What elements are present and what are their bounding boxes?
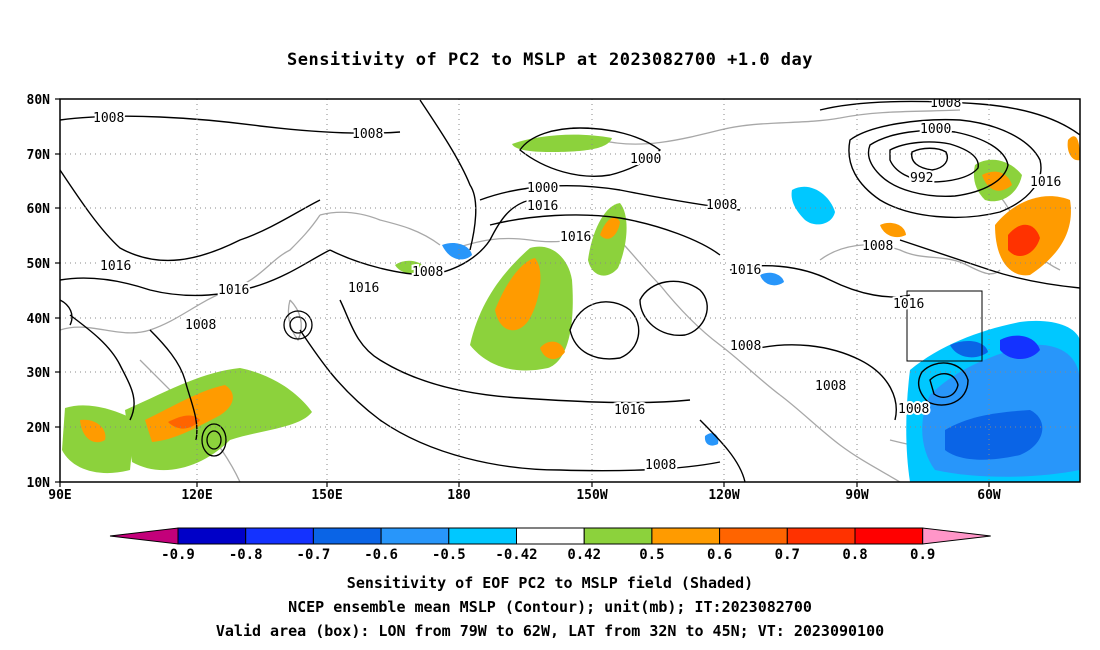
contour-label: 1008	[352, 127, 383, 142]
lon-label: 150E	[311, 488, 342, 503]
colorbar-arrow-high	[922, 527, 991, 545]
contour-label: 1008	[185, 318, 216, 333]
lon-label: 120E	[181, 488, 212, 503]
colorbar-tick-label: -0.8	[229, 547, 263, 563]
latitude-labels: 80N 70N 60N 50N 40N 30N 20N 10N	[27, 93, 51, 491]
axis-ticks	[55, 98, 990, 487]
colorbar-swatch	[177, 527, 247, 545]
colorbar-tick-label: -0.6	[364, 547, 398, 563]
colorbar-swatch	[786, 527, 856, 545]
lat-label: 80N	[27, 93, 51, 108]
contour-label: 1008	[862, 239, 893, 254]
lon-label: 90E	[48, 488, 71, 503]
colorbar-tick-label: -0.9	[161, 547, 195, 563]
contour-label: 1016	[560, 230, 591, 245]
contour-label: 1000	[630, 152, 661, 167]
contour-labels: 1008 1008 1000 1008 1000 1000 992 1016 1…	[91, 96, 1063, 475]
contour-label: 1008	[412, 265, 443, 280]
lon-label: 180	[447, 488, 471, 503]
contour-label: 992	[910, 171, 933, 186]
colorbar-tick-label: 0.6	[707, 547, 732, 563]
caption-shading: Sensitivity of EOF PC2 to MSLP field (Sh…	[346, 574, 754, 592]
caption-valid-area: Valid area (box): LON from 79W to 62W, L…	[215, 622, 885, 640]
contour-label: 1016	[893, 297, 924, 312]
colorbar-swatch	[651, 527, 721, 545]
lat-label: 10N	[27, 476, 51, 491]
lat-label: 70N	[27, 148, 51, 163]
colorbar-swatch	[312, 527, 382, 545]
colorbar-swatch	[719, 527, 788, 545]
grid-lines	[60, 99, 1080, 482]
lon-label: 60W	[977, 488, 1001, 503]
contour-label: 1016	[348, 281, 379, 296]
lon-label: 90W	[845, 488, 869, 503]
contour-label: 1008	[898, 402, 929, 417]
contour-label: 1008	[706, 198, 737, 213]
colorbar-tick-label: -0.5	[432, 547, 466, 563]
colorbar-swatch	[245, 527, 314, 545]
colorbar-swatch	[854, 527, 924, 545]
lat-label: 60N	[27, 202, 51, 217]
contour-label: 1008	[645, 458, 676, 473]
colorbar-swatch	[516, 527, 585, 545]
colorbar-tick-label: 0.5	[639, 547, 664, 563]
lon-label: 120W	[708, 488, 739, 503]
contour-label: 1008	[815, 379, 846, 394]
colorbar-tick-label: 0.42	[567, 547, 601, 563]
lat-label: 30N	[27, 366, 51, 381]
contour-label: 1016	[527, 199, 558, 214]
contour-label: 1016	[218, 283, 249, 298]
small-low-circles	[201, 310, 313, 457]
longitude-labels: 90E 120E 150E 180 150W 120W 90W 60W	[48, 488, 1001, 503]
lat-label: 20N	[27, 421, 51, 436]
lon-label: 150W	[576, 488, 607, 503]
contour-label: 1000	[920, 122, 951, 137]
colorbar-swatch	[583, 527, 653, 545]
valid-area-box	[906, 290, 983, 362]
colorbar-tick-label: 0.9	[910, 547, 935, 563]
caption-contour: NCEP ensemble mean MSLP (Contour); unit(…	[288, 598, 812, 616]
contour-label: 1016	[730, 263, 761, 278]
contour-label: 1016	[614, 403, 645, 418]
colorbar-swatch	[380, 527, 450, 545]
contour-label: 1016	[1030, 175, 1061, 190]
contour-label: 1000	[527, 181, 558, 196]
sensitivity-shading	[62, 134, 1080, 482]
lat-label: 50N	[27, 257, 51, 272]
contour-label: 1008	[93, 111, 124, 126]
colorbar-arrow-low	[109, 527, 179, 545]
mslp-contours	[60, 99, 1080, 482]
colorbar-tick-label: 0.7	[775, 547, 800, 563]
map-title: Sensitivity of PC2 to MSLP at 2023082700…	[286, 50, 813, 70]
contour-label: 1008	[930, 96, 961, 111]
lat-label: 40N	[27, 312, 51, 327]
contour-label: 1008	[730, 339, 761, 354]
colorbar: -0.9 -0.8 -0.7 -0.6 -0.5 -0.42 0.42 0.5 0.6 0.7 0.…	[109, 527, 991, 563]
contour-label: 1016	[100, 259, 131, 274]
colorbar-tick-label: 0.8	[842, 547, 867, 563]
map-frame	[59, 98, 1081, 483]
colorbar-tick-label: -0.42	[495, 547, 537, 563]
map-plot-area: 1008 1008 1000 1008 1000 1000 992 1016 1…	[60, 96, 1080, 482]
colorbar-swatch	[448, 527, 517, 545]
colorbar-tick-label: -0.7	[297, 547, 331, 563]
